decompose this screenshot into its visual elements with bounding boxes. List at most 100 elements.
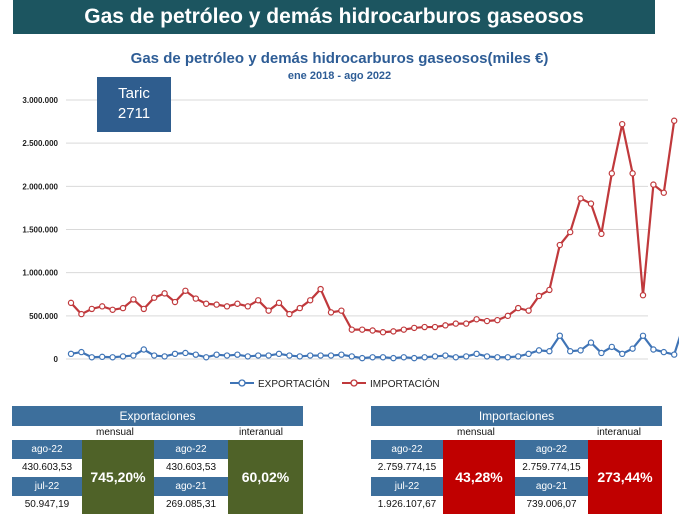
data-point — [473, 350, 480, 358]
data-point — [556, 332, 564, 339]
data-point — [255, 352, 262, 359]
data-point — [400, 326, 407, 333]
data-point — [327, 309, 335, 316]
data-point — [608, 170, 616, 177]
data-point — [67, 299, 75, 307]
import-value-current2: 2.759.774,15 — [515, 459, 588, 477]
y-tick-label: 500.000 — [29, 312, 58, 321]
data-point — [587, 200, 595, 207]
data-point — [213, 301, 220, 308]
data-point — [421, 323, 428, 331]
data-point — [88, 354, 96, 361]
data-point — [223, 303, 231, 310]
data-point — [598, 230, 605, 238]
data-point — [109, 354, 116, 361]
data-point — [192, 295, 199, 302]
data-point — [161, 353, 168, 360]
data-point — [379, 354, 387, 361]
chart-title: Gas de petróleo y demás hidrocarburos ga… — [130, 50, 549, 67]
data-point — [452, 354, 459, 361]
data-point — [150, 294, 158, 301]
data-point — [244, 353, 251, 360]
data-point — [286, 310, 293, 318]
data-point — [390, 354, 397, 362]
taric-box: Taric 2711 — [97, 77, 171, 132]
data-point — [400, 354, 407, 361]
data-point — [483, 317, 491, 325]
export-col-yearly: interanual — [239, 427, 283, 438]
import-col-monthly: mensual — [457, 427, 495, 438]
data-point — [286, 352, 293, 359]
legend-label: EXPORTACIÓN — [258, 377, 330, 390]
y-tick-label: 1.000.000 — [22, 269, 58, 278]
data-point — [338, 351, 345, 358]
import-period-previous: jul-22 — [371, 477, 443, 496]
page-banner: Gas de petróleo y demás hidrocarburos ga… — [13, 0, 655, 34]
data-point — [421, 354, 428, 361]
export-monthly-change: 745,20% — [82, 440, 154, 514]
data-point — [265, 307, 272, 314]
data-point — [359, 326, 366, 333]
y-tick-label: 0 — [54, 355, 59, 364]
data-point — [109, 306, 116, 313]
data-point — [546, 348, 553, 355]
taric-label: Taric — [118, 85, 150, 102]
series-line-importacion — [70, 120, 676, 334]
export-period-year-ago: ago-21 — [154, 477, 228, 496]
data-point — [182, 287, 189, 294]
data-point — [119, 353, 127, 360]
import-monthly-change: 43,28% — [443, 440, 515, 514]
data-point — [348, 326, 355, 333]
data-point — [577, 347, 584, 354]
data-point — [494, 354, 501, 361]
taric-code: 2711 — [117, 105, 151, 122]
data-point — [140, 346, 147, 353]
data-point — [161, 290, 168, 297]
data-point — [275, 299, 283, 307]
import-grid: ago-22 2.759.774,15 jul-22 1.926.107,67 … — [371, 440, 662, 514]
import-value-current: 2.759.774,15 — [371, 459, 443, 477]
data-point — [639, 291, 647, 299]
data-point — [535, 292, 543, 300]
data-point — [504, 354, 511, 361]
data-point — [202, 300, 210, 307]
data-point — [660, 348, 668, 356]
chart-subtitle: ene 2018 - ago 2022 — [287, 70, 392, 82]
data-point — [317, 285, 324, 293]
data-point — [379, 329, 387, 336]
export-grid: ago-22 430.603,53 jul-22 50.947,19 745,2… — [12, 440, 303, 514]
data-point — [78, 348, 85, 356]
data-point — [307, 352, 314, 359]
data-point — [390, 328, 397, 335]
data-point — [327, 352, 335, 359]
data-point — [150, 352, 158, 359]
data-point — [296, 304, 303, 312]
data-point — [431, 323, 439, 331]
data-point — [556, 241, 564, 249]
data-point — [525, 307, 532, 314]
export-value-year-ago: 269.085,31 — [154, 496, 228, 514]
data-point — [182, 349, 189, 357]
data-point — [78, 310, 85, 318]
data-point — [546, 286, 553, 294]
data-point — [67, 350, 75, 358]
export-yearly-change: 60,02% — [228, 440, 303, 514]
export-col-monthly: mensual — [96, 427, 134, 438]
data-point — [494, 316, 501, 324]
export-period-previous: jul-22 — [12, 477, 82, 496]
data-point — [442, 352, 449, 359]
data-point — [608, 343, 616, 351]
legend-marker — [238, 379, 246, 387]
data-point — [234, 351, 241, 358]
y-tick-label: 2.000.000 — [22, 182, 58, 191]
import-col-labels: mensual interanual — [371, 426, 662, 440]
data-point — [515, 353, 522, 360]
data-point — [202, 354, 210, 361]
data-point — [411, 354, 418, 362]
data-point — [234, 300, 241, 307]
data-point — [223, 352, 231, 359]
data-point — [483, 353, 491, 360]
export-value-current2: 430.603,53 — [154, 459, 228, 477]
data-point — [629, 345, 636, 352]
import-value-year-ago: 739.006,07 — [515, 496, 588, 514]
